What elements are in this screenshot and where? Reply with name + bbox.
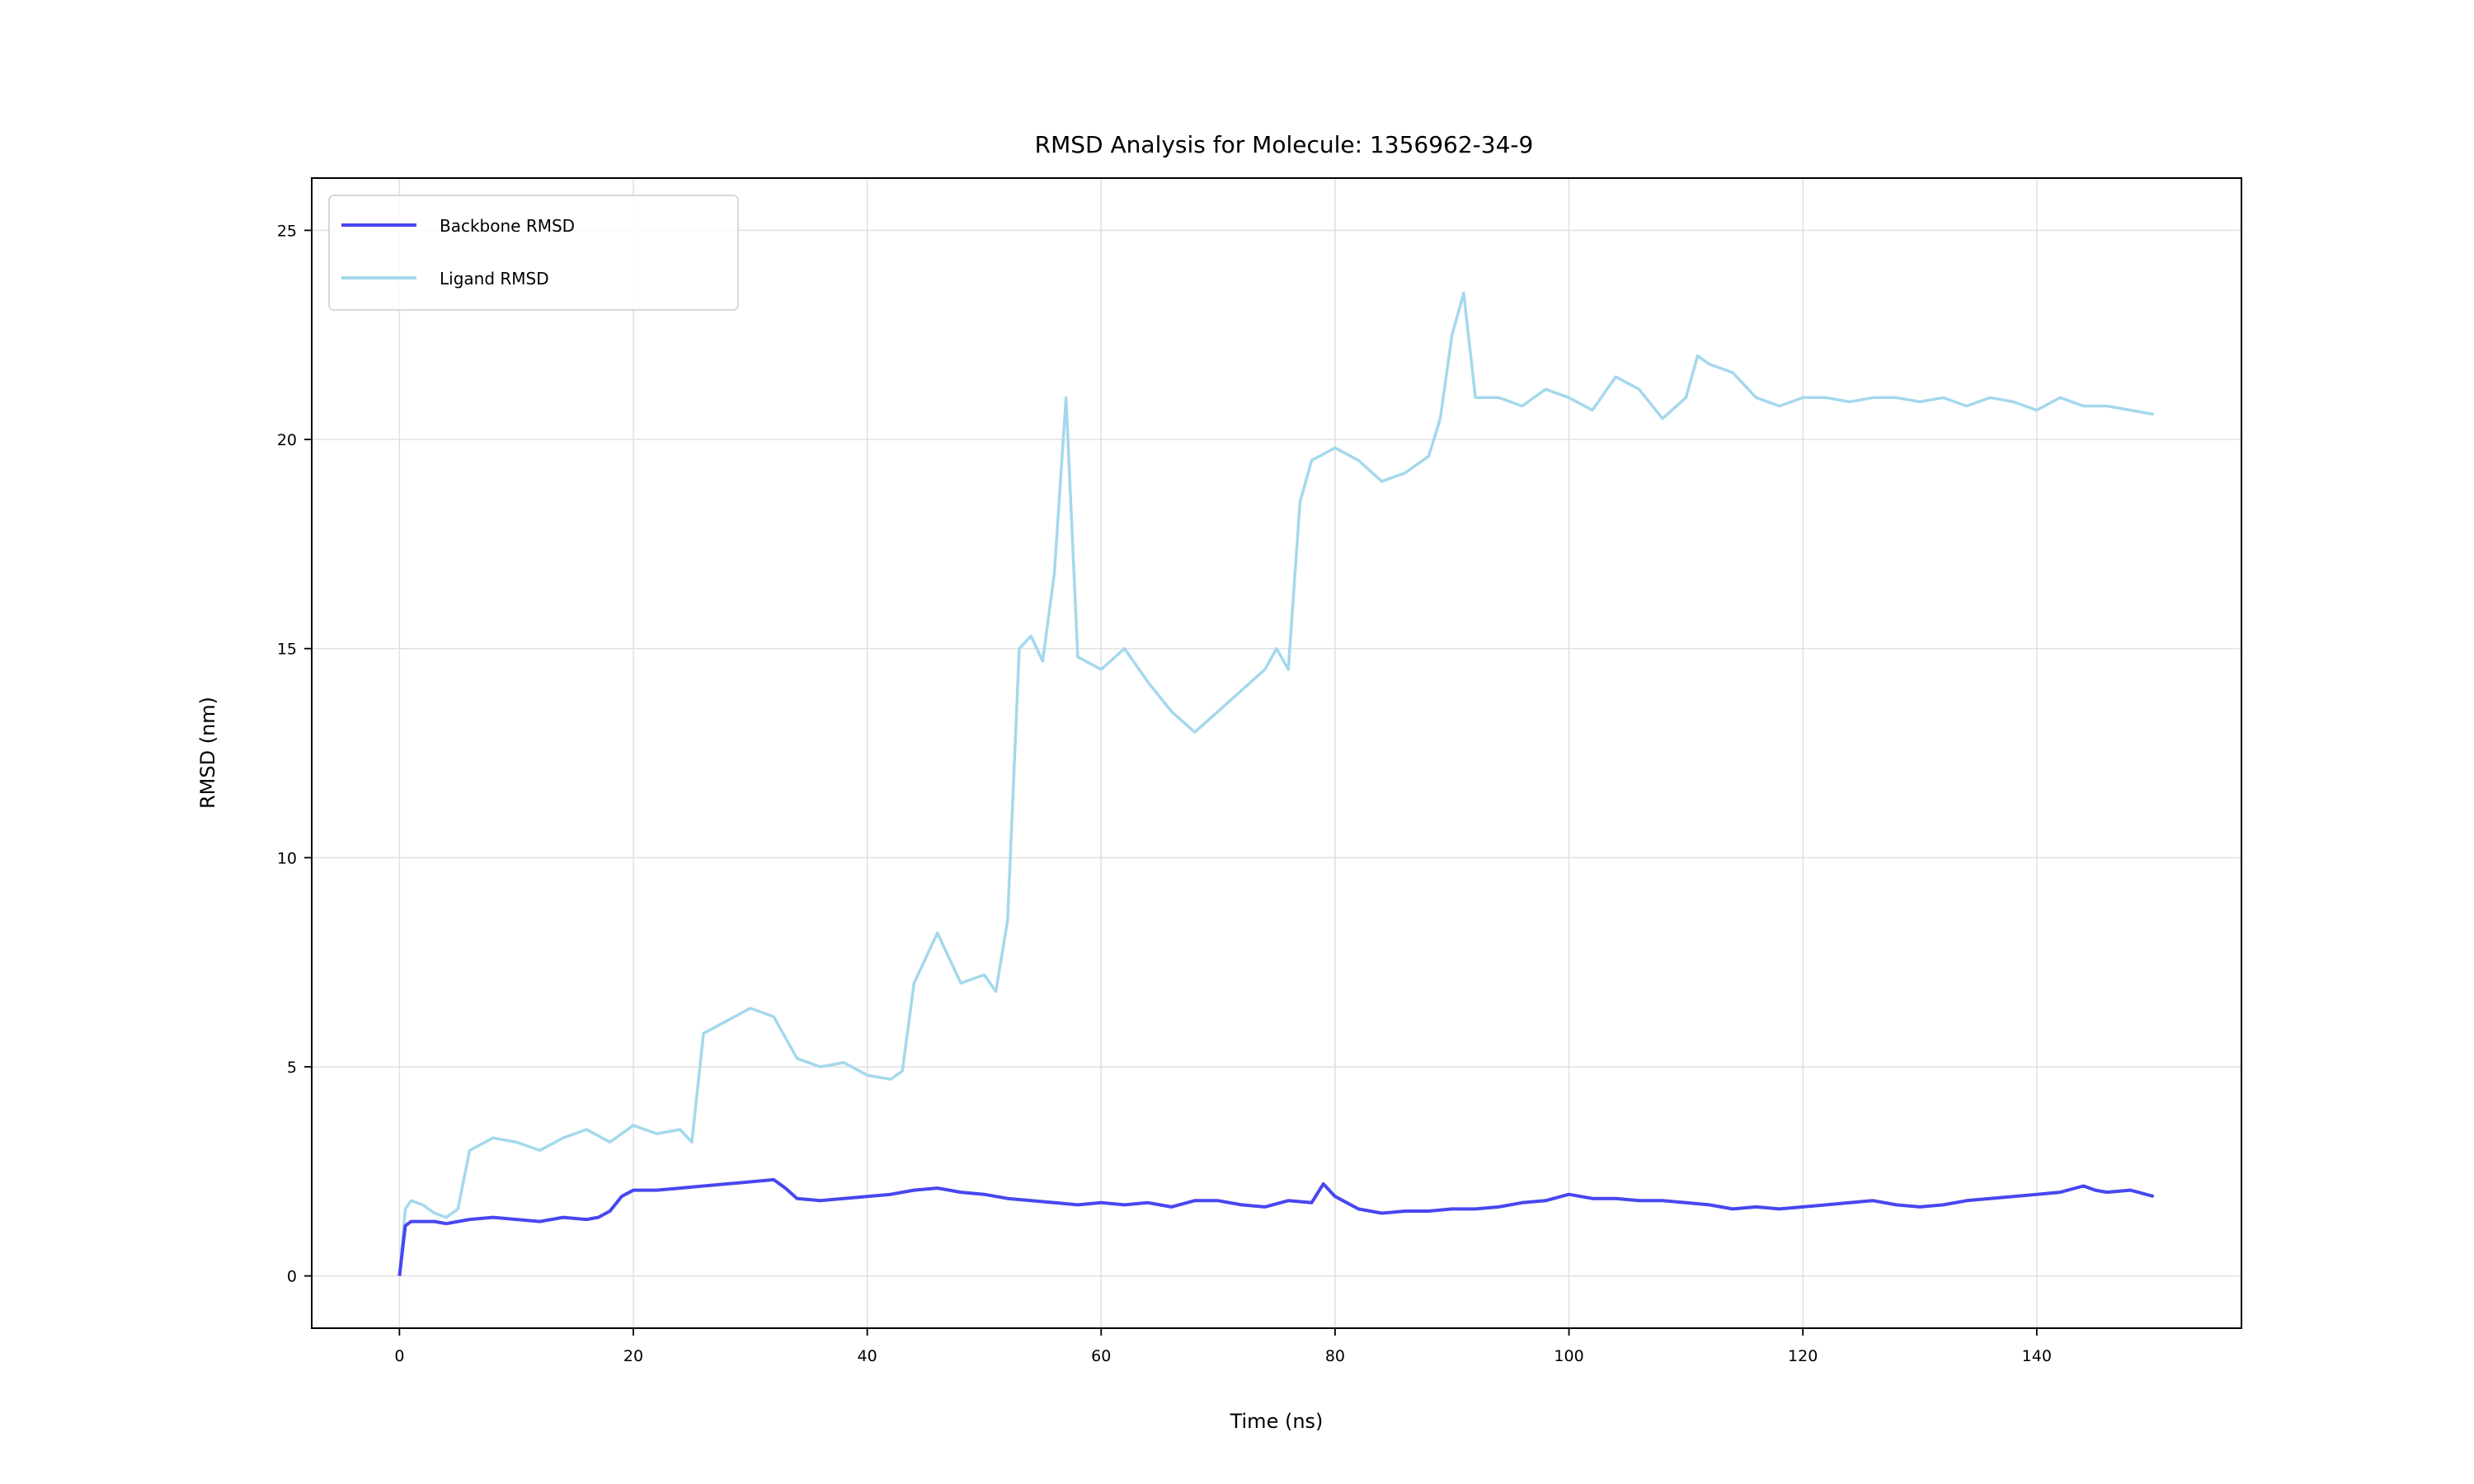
y-tick-label: 5	[287, 1059, 297, 1077]
y-tick-label: 10	[277, 849, 297, 867]
x-axis-ticks: 0 20 40 60 80 100 120 140	[394, 1328, 2052, 1365]
x-tick-label: 120	[1788, 1347, 1818, 1365]
y-axis-ticks: 0 5 10 15 20 25	[277, 222, 312, 1286]
y-tick-label: 20	[277, 431, 297, 449]
legend-label-ligand: Ligand RMSD	[440, 269, 549, 289]
x-tick-label: 20	[623, 1347, 643, 1365]
grid	[312, 178, 2241, 1328]
x-tick-label: 140	[2022, 1347, 2052, 1365]
x-axis-label: Time (ns)	[1230, 1410, 1324, 1433]
y-tick-label: 0	[287, 1268, 297, 1286]
legend-box	[328, 195, 739, 311]
x-tick-label: 80	[1325, 1347, 1345, 1365]
x-tick-label: 100	[1554, 1347, 1583, 1365]
plot-frame	[311, 177, 2242, 1329]
x-tick-label: 0	[394, 1347, 404, 1365]
series-layer	[397, 291, 2155, 1276]
y-tick-label: 25	[277, 222, 297, 240]
chart-title: RMSD Analysis for Molecule: 1356962-34-9	[1035, 131, 1534, 158]
series-line-backbone	[397, 1177, 2155, 1276]
legend: Backbone RMSD Ligand RMSD	[328, 195, 739, 311]
x-tick-label: 40	[858, 1347, 877, 1365]
y-axis-label: RMSD (nm)	[196, 697, 219, 809]
y-tick-label: 15	[277, 641, 297, 659]
legend-label-backbone: Backbone RMSD	[440, 216, 575, 236]
x-tick-label: 60	[1091, 1347, 1111, 1365]
series-line-ligand	[397, 291, 2154, 1276]
